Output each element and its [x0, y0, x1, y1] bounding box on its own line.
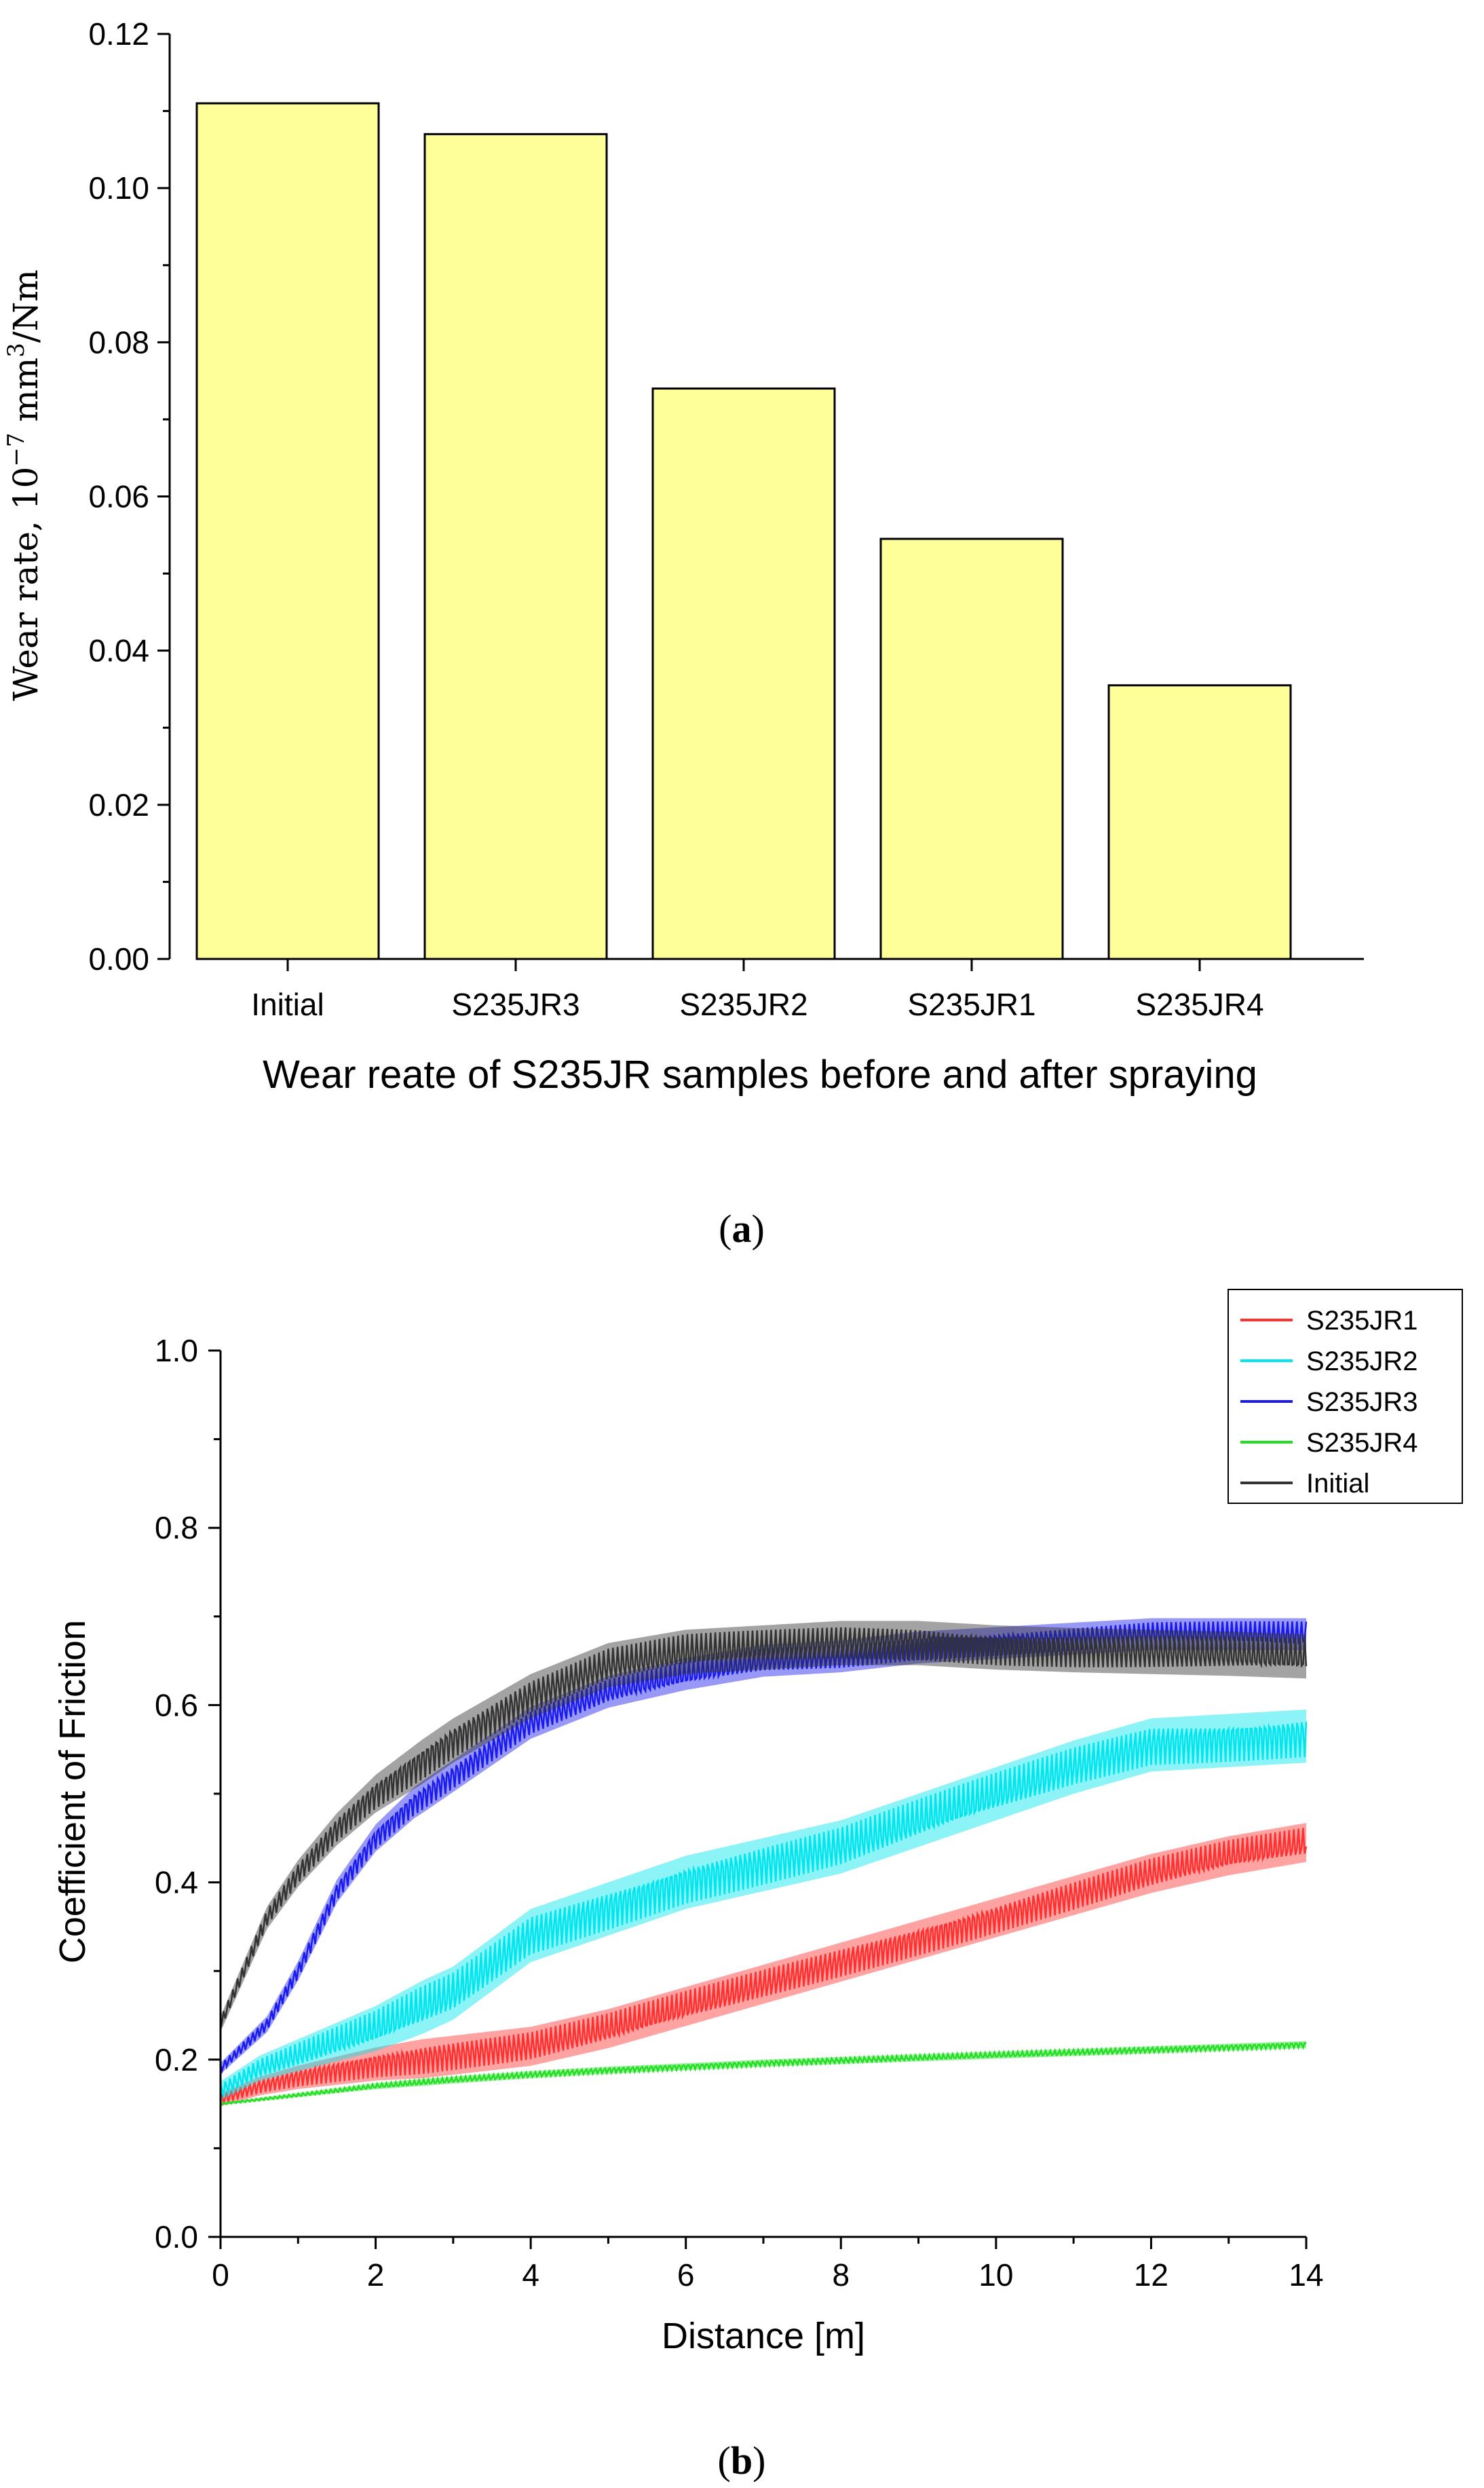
panel-label-b: (b) [718, 2438, 766, 2483]
y-tick-label-b: 0.4 [155, 1865, 198, 1900]
legend-label-s235jr4: S235JR4 [1306, 1428, 1418, 1458]
wear-rate-bar-chart: 0.00 0.02 0.04 0.06 0.08 0.10 0.12 Initial S235… [3, 16, 1364, 1251]
legend: S235JR1 S235JR2 S235JR3 S235JR4 Initial [1228, 1289, 1463, 1504]
y-tick-label-a: 0.04 [88, 633, 149, 668]
series-line-initial [219, 1627, 1308, 2029]
x-tick-label-b: 8 [832, 2257, 850, 2293]
y-tick-label-b: 1.0 [155, 1333, 198, 1368]
x-tick-label-b: 2 [367, 2257, 385, 2293]
y-axis-title-b: Coefficient of Friction [52, 1620, 93, 1963]
legend-label-initial: Initial [1306, 1469, 1369, 1499]
x-tick-label-b: 4 [522, 2257, 539, 2293]
x-ticks-a: Initial S235JR3 S235JR2 S235JR1 S235JR4 [251, 959, 1264, 1022]
y-tick-label-b: 0.6 [155, 1687, 198, 1722]
bar-group [195, 102, 1292, 960]
legend-box [1228, 1289, 1463, 1504]
category-label: S235JR4 [1135, 987, 1263, 1022]
x-tick-label-b: 6 [677, 2257, 695, 2293]
y-tick-label-b: 0.2 [155, 2042, 198, 2077]
y-ticks-b: 0.0 0.2 0.4 0.6 0.8 1.0 [155, 1333, 221, 2255]
series-line-s235jr2 [219, 1722, 1308, 2096]
bar-s235jr2 [651, 387, 836, 960]
bar-s235jr1 [879, 538, 1064, 960]
x-tick-label-b: 0 [212, 2257, 229, 2293]
y-tick-label-b: 0.8 [155, 1510, 198, 1545]
bar-s235jr3 [423, 133, 608, 960]
category-label: S235JR2 [679, 987, 807, 1022]
x-axis-title-b: Distance [m] [662, 2316, 865, 2356]
category-label: S235JR1 [907, 987, 1035, 1022]
y-tick-label-a: 0.12 [88, 16, 149, 52]
y-tick-label-a: 0.02 [88, 787, 149, 823]
y-axis-title-a: Wear rate, 10−7 mm3/Nm [3, 269, 45, 701]
bar-initial [195, 102, 380, 960]
x-ticks-b: 0 2 4 6 8 10 12 14 [212, 2237, 1324, 2293]
series-band-initial [221, 1621, 1306, 2032]
y-tick-label-b: 0.0 [155, 2219, 198, 2255]
legend-label-s235jr2: S235JR2 [1306, 1346, 1418, 1376]
y-tick-label-a: 0.00 [88, 941, 149, 977]
friction-line-chart: 0.0 0.2 0.4 0.6 0.8 1.0 0 2 4 6 8 10 12 14 Distance … [52, 1289, 1463, 2483]
legend-label-s235jr3: S235JR3 [1306, 1387, 1418, 1417]
series-line-s235jr1 [219, 1828, 1308, 2104]
x-axis-title-a: Wear reate of S235JR samples before and … [263, 1053, 1257, 1097]
category-label: Initial [251, 987, 324, 1022]
bar-s235jr4 [1107, 684, 1292, 960]
series-line-s235jr4 [220, 2041, 1307, 2106]
y-ticks-a: 0.00 0.02 0.04 0.06 0.08 0.10 0.12 [88, 16, 170, 977]
x-tick-label-b: 10 [978, 2257, 1013, 2293]
x-tick-label-b: 14 [1289, 2257, 1323, 2293]
series-group [219, 1618, 1308, 2107]
legend-label-s235jr1: S235JR1 [1306, 1306, 1418, 1336]
series-band-s235jr2 [221, 1709, 1306, 2100]
series-band-s235jr4 [221, 2041, 1306, 2105]
y-tick-label-a: 0.06 [88, 479, 149, 514]
panel-label-a: (a) [719, 1207, 765, 1251]
y-tick-label-a: 0.10 [88, 170, 149, 206]
x-tick-label-b: 12 [1134, 2257, 1168, 2293]
series-band-s235jr1 [221, 1823, 1306, 2107]
y-tick-label-a: 0.08 [88, 324, 149, 360]
category-label: S235JR3 [451, 987, 579, 1022]
